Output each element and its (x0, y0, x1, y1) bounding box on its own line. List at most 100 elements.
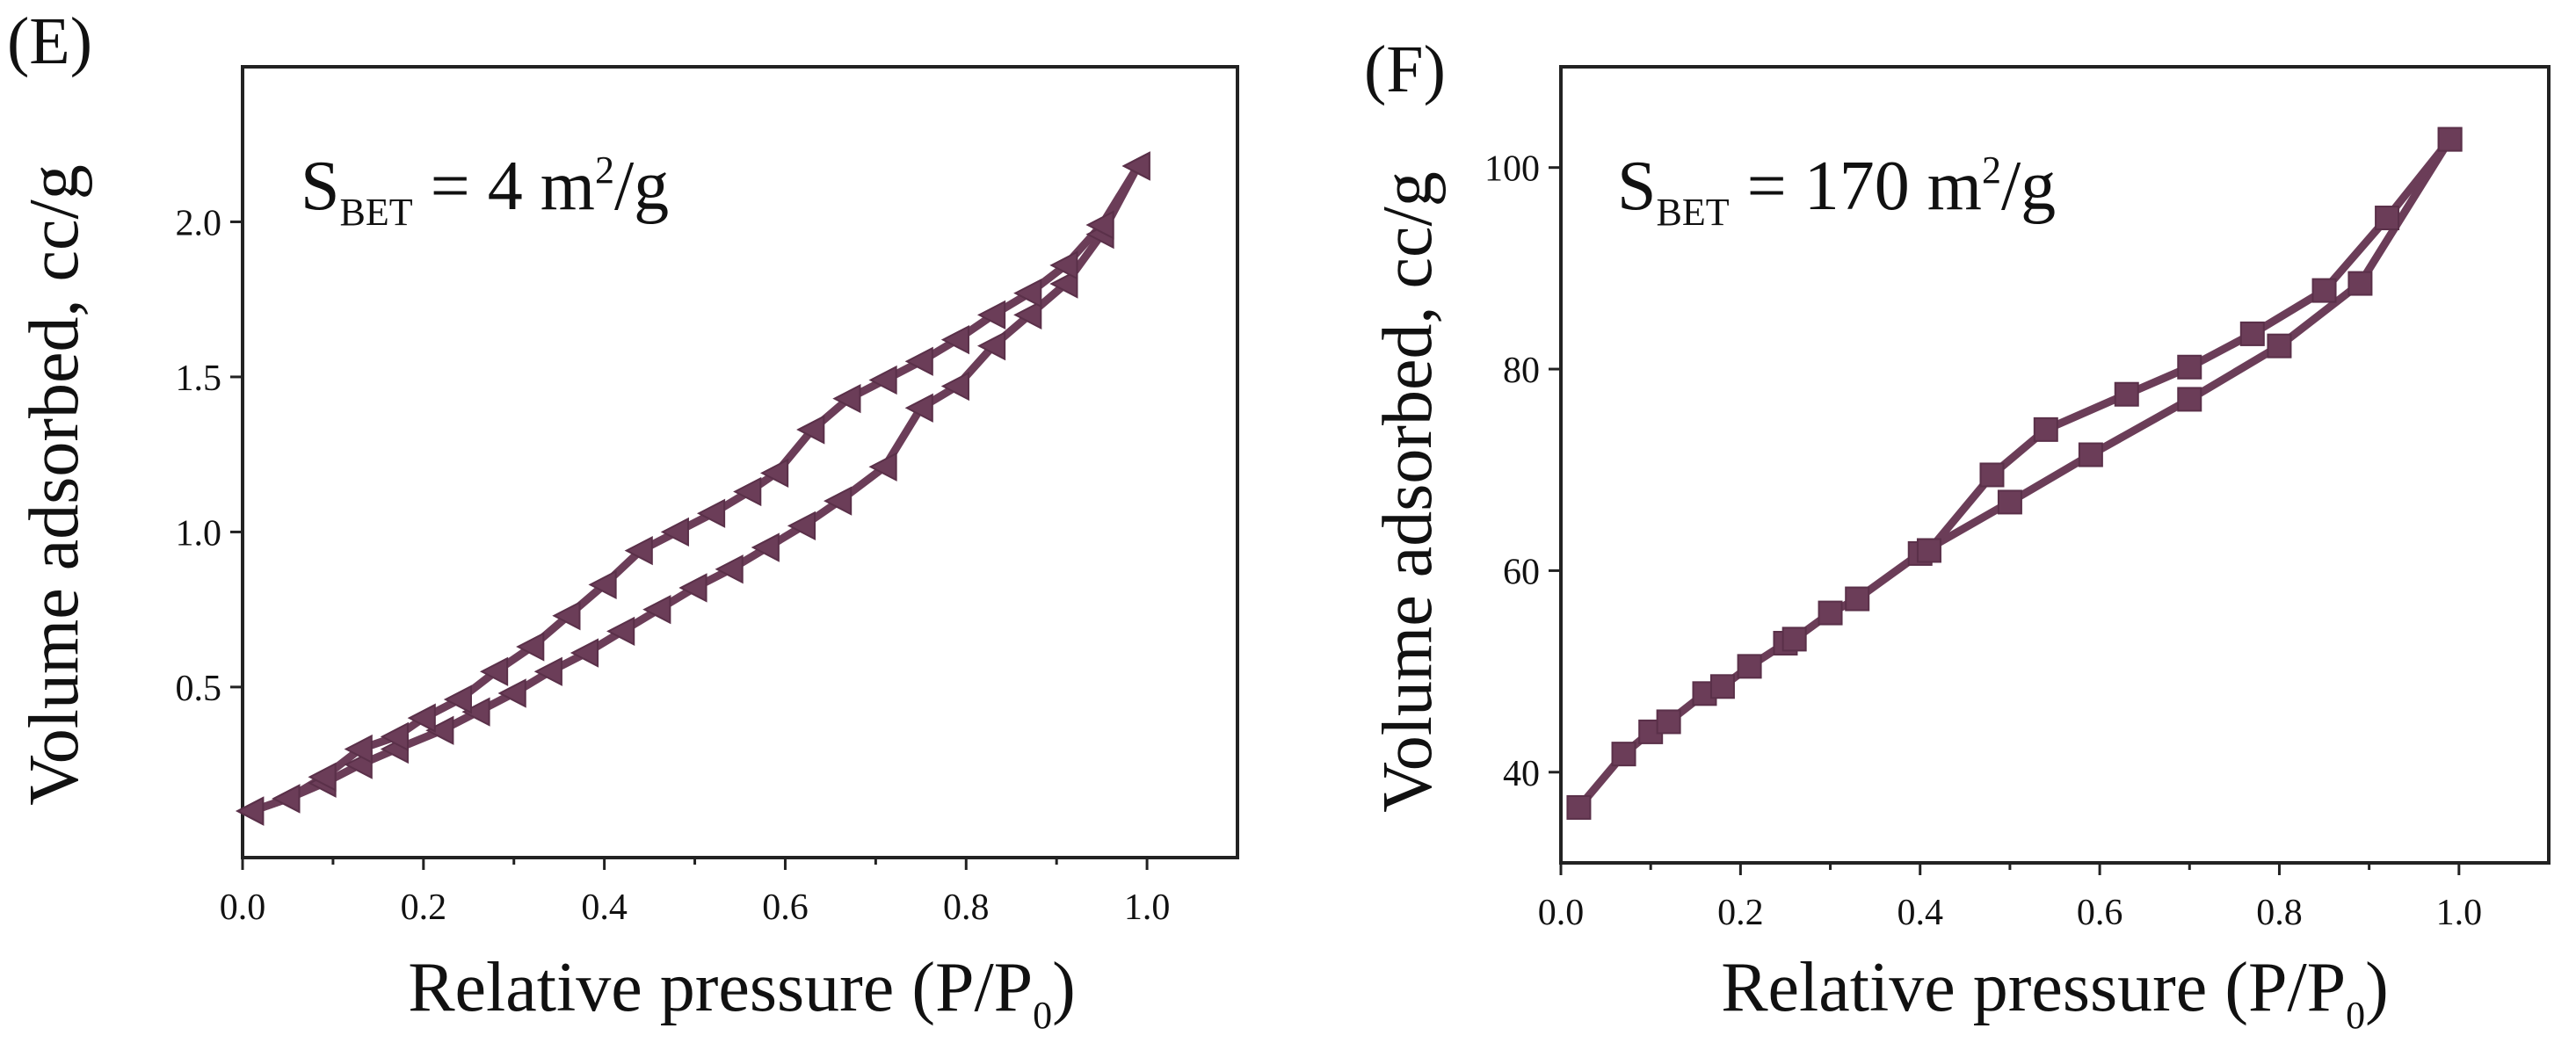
desorption-point (1121, 151, 1150, 181)
adsorption-point (1997, 489, 2022, 515)
desorption-point (976, 300, 1006, 330)
x-tick-label: 0.8 (943, 887, 990, 928)
panel-label-e: (E) (7, 4, 92, 78)
adsorption-point (1013, 300, 1042, 330)
desorption-point (1049, 250, 1078, 280)
adsorption-point (1049, 269, 1078, 299)
adsorption-point (2267, 333, 2292, 359)
adsorption-point (1656, 709, 1681, 735)
chart-panel-e: (E) 0.0 0.2 0.4 0.6 0.8 1.0 0.5 1.0 1.5 2.0 SBET … (7, 4, 1239, 1037)
adsorption-point (2078, 442, 2103, 467)
desorption-point (868, 365, 897, 395)
adsorption-point (425, 715, 454, 745)
adsorption-point (570, 638, 599, 668)
desorption-point (759, 458, 789, 488)
adsorption-point (533, 656, 562, 686)
desorption-point (479, 656, 509, 686)
adsorption-point (2347, 271, 2373, 296)
panel-label-f: (F) (1364, 33, 1446, 106)
x-tick-label: 0.6 (762, 887, 809, 928)
desorption-point (272, 784, 301, 814)
desorption-point (407, 703, 436, 733)
x-axis-title-f: Relative pressure (P/P0) (1721, 949, 2389, 1037)
desorption-point (2311, 278, 2337, 303)
y-tick-label: 100 (1484, 149, 1540, 190)
y-axis-title-e: Volume adsorbed, cc/g (16, 164, 93, 805)
adsorption-point (824, 486, 853, 516)
adsorption-point (940, 371, 969, 402)
desorption-point (1979, 462, 2005, 488)
plot-frame-e (241, 65, 1239, 859)
x-tick-label: 0.4 (1897, 893, 1943, 933)
desorption-point (2375, 206, 2400, 231)
adsorption-point (1781, 627, 1807, 652)
desorption-point (904, 346, 933, 376)
adsorption-point (787, 511, 816, 540)
adsorption-point (461, 697, 490, 727)
adsorption-point (1845, 586, 1870, 612)
y-tick-label: 0.5 (176, 669, 222, 709)
desorption-point (832, 384, 861, 414)
desorption-point (516, 632, 545, 662)
desorption-point (1085, 210, 1114, 240)
desorption-point (236, 796, 265, 826)
desorption-point (344, 734, 373, 764)
adsorption-point (1709, 674, 1735, 699)
adsorption-point (1566, 794, 1592, 820)
plot-series-f (1566, 127, 2463, 820)
desorption-point (940, 324, 969, 355)
x-tick-label: 0.6 (2077, 893, 2123, 933)
plot-frame-f (1559, 65, 2551, 865)
desorption-point (552, 601, 581, 631)
x-tick-label: 0.0 (1538, 893, 1585, 933)
axes-ticks-e: 0.0 0.2 0.4 0.6 0.8 1.0 0.5 1.0 1.5 2.0 (176, 203, 1171, 928)
desorption-point (796, 415, 825, 445)
desorption-point (1916, 538, 1941, 563)
desorption-line (250, 163, 1142, 815)
y-tick-label: 2.0 (176, 203, 222, 243)
x-tick-label: 1.0 (2436, 893, 2483, 933)
y-tick-label: 80 (1503, 351, 1540, 391)
adsorption-point (642, 595, 671, 625)
desorption-point (2177, 354, 2202, 380)
desorption-point (733, 476, 762, 507)
y-tick-label: 1.5 (176, 359, 222, 399)
desorption-point (624, 535, 653, 566)
plot-series-e (236, 151, 1150, 826)
adsorption-point (751, 532, 780, 562)
y-tick-label: 40 (1503, 754, 1540, 794)
desorption-point (2239, 321, 2265, 346)
adsorption-line (1575, 137, 2454, 810)
adsorption-point (1818, 600, 1843, 626)
desorption-point (2437, 127, 2463, 152)
x-tick-label: 0.2 (1717, 893, 1764, 933)
desorption-point (1013, 279, 1042, 308)
desorption-point (380, 721, 409, 751)
adsorption-point (606, 616, 635, 646)
desorption-point (588, 569, 617, 600)
x-tick-label: 1.0 (1124, 887, 1171, 928)
adsorption-point (678, 573, 707, 603)
adsorption-line (250, 163, 1142, 815)
desorption-point (443, 684, 472, 714)
axes-ticks-f: 0.0 0.2 0.4 0.6 0.8 1.0 40 60 80 100 (1484, 149, 2482, 933)
adsorption-point (868, 452, 897, 482)
adsorption-point (904, 393, 933, 423)
x-tick-label: 0.0 (220, 887, 266, 928)
adsorption-point (976, 331, 1006, 361)
sbet-annotation-e: SBET = 4 m2/g (301, 148, 669, 234)
desorption-point (2114, 381, 2139, 407)
y-tick-label: 1.0 (176, 513, 222, 554)
adsorption-point (1737, 654, 1762, 679)
x-tick-label: 0.4 (581, 887, 628, 928)
desorption-point (308, 762, 337, 792)
x-axis-title-e: Relative pressure (P/P0) (408, 949, 1076, 1037)
y-axis-title-f: Volume adsorbed, cc/g (1369, 171, 1447, 812)
chart-panel-f: (F) 0.0 0.2 0.4 0.6 0.8 1.0 40 60 80 100 SBET = 1… (1364, 33, 2551, 1037)
desorption-point (2033, 416, 2058, 442)
adsorption-point (1611, 742, 1636, 767)
sbet-annotation-f: SBET = 170 m2/g (1617, 148, 2056, 234)
desorption-point (660, 517, 689, 547)
adsorption-point (2177, 387, 2202, 412)
